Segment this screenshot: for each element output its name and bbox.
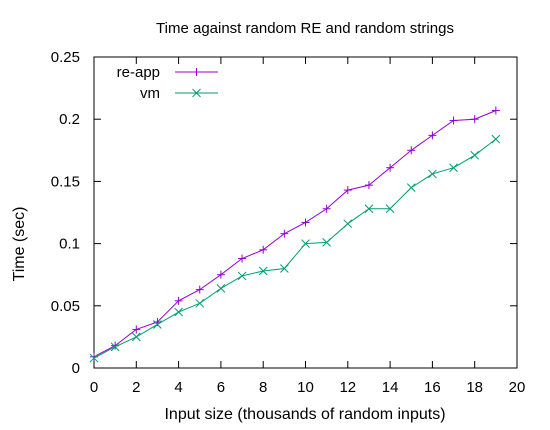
- series-line-re-app: [93, 110, 497, 358]
- legend-label: re-app: [117, 64, 160, 81]
- y-tick-label: 0.2: [59, 111, 80, 128]
- series-vm: [89, 134, 501, 363]
- data-point-re-app: [428, 131, 437, 140]
- y-tick-label: 0.05: [51, 298, 80, 315]
- series-line-vm: [93, 138, 497, 359]
- legend-marker: [192, 68, 201, 76]
- y-tick-label: 0.25: [51, 49, 80, 66]
- legend: re-app vm: [117, 64, 218, 102]
- data-point-re-app: [386, 163, 395, 172]
- chart-title: Time against random RE and random string…: [156, 20, 454, 37]
- series-group: [89, 106, 501, 363]
- x-tick-label: 8: [259, 379, 267, 396]
- data-point-vm: [449, 163, 458, 173]
- data-point-vm: [174, 307, 183, 317]
- x-tick-label: 14: [382, 379, 399, 396]
- data-point-vm: [258, 266, 268, 276]
- series-re-app: [90, 106, 500, 361]
- data-point-re-app: [491, 106, 500, 115]
- tick-group: 0 2 4 6 8 10 12 14 16 18 20 0 0.05 0.1 0.15 0.2 0.25: [51, 49, 526, 396]
- data-point-re-app: [470, 115, 479, 124]
- data-point-re-app: [322, 204, 331, 213]
- data-point-re-app: [216, 270, 225, 279]
- x-tick-label: 18: [466, 379, 483, 396]
- data-point-vm: [110, 342, 120, 352]
- x-axis-label: Input size (thousands of random inputs): [164, 406, 445, 423]
- data-point-vm: [343, 219, 353, 229]
- x-tick-label: 2: [132, 379, 140, 396]
- legend-label: vm: [140, 85, 160, 102]
- data-point-re-app: [195, 285, 204, 294]
- data-point-vm: [216, 284, 226, 293]
- x-tick-label: 4: [174, 379, 182, 396]
- data-point-vm: [385, 204, 395, 214]
- data-point-vm: [364, 204, 374, 214]
- data-point-vm: [301, 239, 310, 248]
- y-axis-label: Time (sec): [11, 207, 28, 282]
- data-point-re-app: [343, 186, 352, 195]
- legend-entry-re-app: re-app: [117, 64, 218, 81]
- data-point-vm: [131, 332, 141, 342]
- data-point-vm: [322, 238, 332, 247]
- data-point-re-app: [280, 229, 289, 238]
- data-point-vm: [89, 353, 99, 363]
- x-tick-label: 12: [339, 379, 356, 396]
- data-point-vm: [195, 298, 205, 308]
- legend-entry-vm: vm: [140, 85, 218, 102]
- data-point-re-app: [449, 116, 458, 125]
- data-point-vm: [470, 150, 480, 160]
- legend-marker: [192, 88, 201, 98]
- data-point-re-app: [174, 296, 183, 305]
- data-point-vm: [406, 183, 416, 192]
- data-point-vm: [428, 169, 437, 179]
- data-point-vm: [279, 264, 289, 273]
- x-tick-label: 20: [509, 379, 526, 396]
- y-tick-label: 0: [72, 360, 80, 377]
- data-point-re-app: [301, 218, 310, 227]
- data-point-vm: [491, 134, 501, 144]
- data-point-re-app: [364, 181, 373, 190]
- x-tick-label: 6: [217, 379, 225, 396]
- data-point-re-app: [238, 254, 247, 263]
- data-point-vm: [237, 271, 247, 281]
- x-tick-label: 16: [424, 379, 441, 396]
- x-tick-label: 0: [90, 379, 98, 396]
- x-tick-label: 10: [297, 379, 314, 396]
- data-point-re-app: [407, 146, 416, 155]
- y-tick-label: 0.1: [59, 236, 80, 253]
- data-point-re-app: [259, 245, 268, 254]
- y-tick-label: 0.15: [51, 173, 80, 190]
- data-point-re-app: [132, 325, 141, 334]
- data-point-vm: [153, 320, 162, 329]
